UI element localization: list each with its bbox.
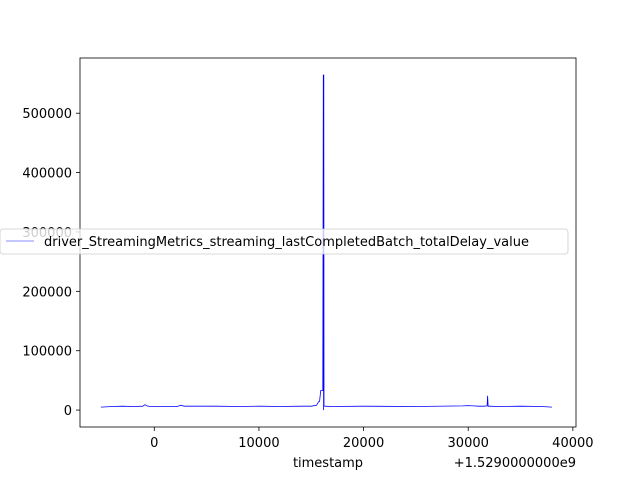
- legend-label: driver_StreamingMetrics_streaming_lastCo…: [44, 235, 529, 250]
- x-tick-label: 20000: [343, 436, 384, 451]
- y-tick-label: 500000: [22, 107, 72, 122]
- x-tick-label: 10000: [238, 436, 279, 451]
- x-axis: 0 10000 20000 30000 40000: [150, 427, 594, 451]
- legend: driver_StreamingMetrics_streaming_lastCo…: [0, 228, 569, 255]
- x-tick-label: 0: [150, 436, 158, 451]
- x-tick-label: 30000: [448, 436, 489, 451]
- series-layer: [100, 74, 552, 411]
- legend-box: [0, 228, 569, 255]
- y-tick-label: 100000: [22, 345, 72, 360]
- x-tick-label: 40000: [552, 436, 593, 451]
- y-tick-label: 200000: [22, 285, 72, 300]
- x-axis-offset-label: +1.5290000000e9: [454, 456, 576, 471]
- y-tick-label: 400000: [22, 167, 72, 182]
- y-tick-label: 0: [64, 404, 72, 419]
- series-line-0: [100, 74, 552, 411]
- x-axis-label: timestamp: [293, 456, 363, 471]
